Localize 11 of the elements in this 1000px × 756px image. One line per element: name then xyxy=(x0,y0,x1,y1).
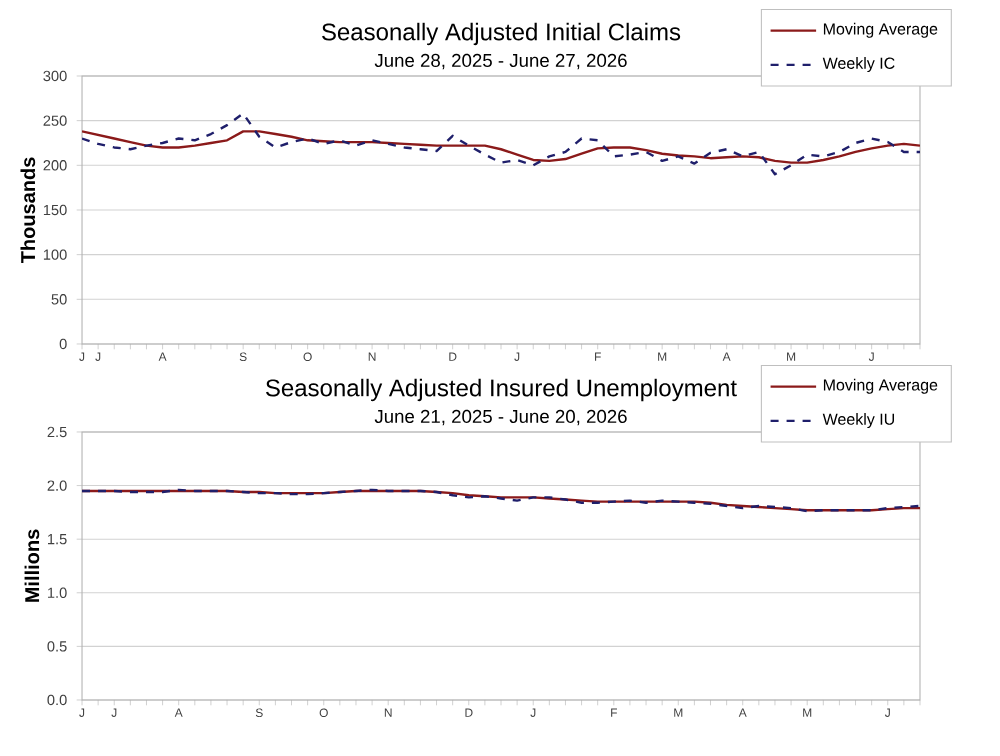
legend-label: Weekly IC xyxy=(822,57,895,73)
y-axis-title: Millions xyxy=(24,529,40,602)
y-axis-title: Thousands xyxy=(20,157,36,264)
legend-label: Moving Average xyxy=(823,378,938,394)
chart-title: Seasonally Adjusted Initial Claims xyxy=(322,22,681,46)
chart-subtitle: June 21, 2025 - June 20, 2026 xyxy=(374,409,627,426)
line-series xyxy=(82,112,920,176)
legend-label: Weekly IU xyxy=(822,413,895,429)
chart-subtitle: June 28, 2025 - June 27, 2026 xyxy=(374,53,627,70)
legend-label: Moving Average xyxy=(823,22,938,38)
chart-title: Seasonally Adjusted Insured Unemployment xyxy=(265,378,737,402)
